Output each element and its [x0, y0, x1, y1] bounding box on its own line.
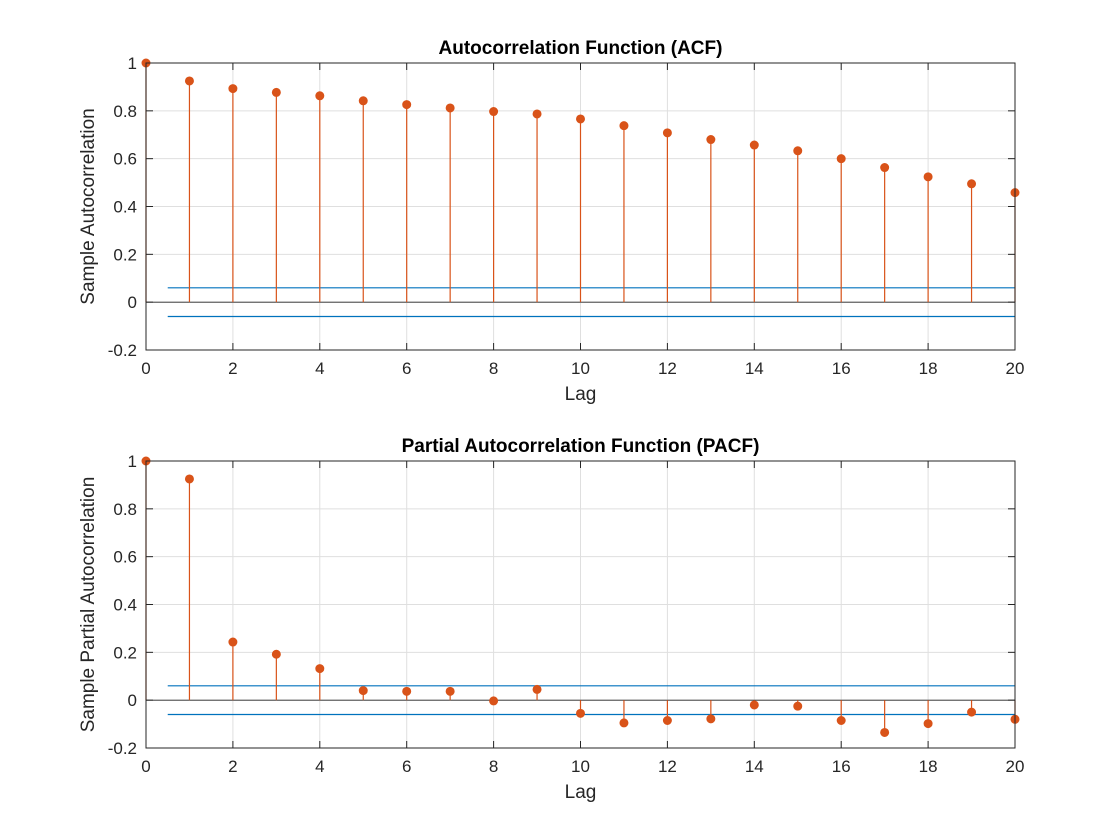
pacf-x-tick-label: 20 [1006, 757, 1025, 776]
pacf-x-tick-label: 0 [141, 757, 150, 776]
pacf-stem-marker [576, 708, 585, 718]
pacf-stem-marker [358, 686, 368, 696]
pacf-stem-marker [445, 686, 455, 696]
pacf-stem-marker [836, 715, 846, 725]
pacf-y-tick-label: 1 [128, 452, 137, 471]
acf-y-tick-label: -0.2 [108, 341, 137, 360]
pacf-y-axis-label: Sample Partial Autocorrelation [78, 477, 99, 733]
acf-x-tick-label: 2 [228, 359, 237, 378]
acf-x-axis-label: Lag [565, 384, 597, 405]
acf-stem-marker [967, 179, 977, 189]
acf-stem-marker [880, 163, 890, 173]
acf-stem-marker [228, 84, 238, 94]
pacf-stem-marker [749, 700, 759, 710]
pacf-y-tick-label: -0.2 [108, 739, 137, 758]
acf-stem-marker [402, 100, 412, 110]
acf-plot: 0 2 4 6 8 10 12 14 16 18 20-0.200.20.40.60.81Autoc… [78, 38, 1024, 405]
acf-stem-marker [749, 140, 759, 150]
acf-x-tick-label: 16 [832, 359, 851, 378]
acf-stem-marker [358, 96, 368, 106]
acf-y-tick-label: 0.4 [113, 198, 137, 217]
pacf-x-tick-label: 6 [402, 757, 411, 776]
acf-x-tick-label: 18 [919, 359, 938, 378]
pacf-y-tick-label: 0.6 [113, 548, 137, 567]
pacf-plot: 0 2 4 6 8 10 12 14 16 18 20-0.200.20.40.60.81Parti… [78, 436, 1024, 803]
pacf-stem-marker [662, 715, 672, 725]
pacf-x-tick-label: 12 [658, 757, 677, 776]
acf-stem-marker [793, 146, 803, 156]
acf-stem-marker [923, 172, 933, 182]
pacf-x-axis-label: Lag [565, 782, 597, 803]
pacf-x-tick-label: 16 [832, 757, 851, 776]
acf-stem-marker [836, 154, 846, 164]
pacf-stem-marker [923, 719, 933, 729]
pacf-stem-marker [228, 637, 238, 647]
acf-x-tick-label: 0 [141, 359, 150, 378]
acf-stem-marker [445, 103, 455, 113]
acf-x-tick-label: 14 [745, 359, 764, 378]
pacf-x-tick-label: 14 [745, 757, 764, 776]
acf-y-tick-label: 0 [128, 293, 137, 312]
pacf-stem-marker [402, 686, 412, 696]
pacf-x-tick-label: 2 [228, 757, 237, 776]
acf-y-tick-label: 0.6 [113, 150, 137, 169]
acf-stem-marker [271, 87, 281, 97]
acf-stem-marker [489, 107, 499, 117]
pacf-y-tick-label: 0 [128, 691, 137, 710]
acf-stem-marker [662, 128, 672, 138]
acf-x-tick-label: 8 [489, 359, 498, 378]
pacf-x-tick-label: 18 [919, 757, 938, 776]
pacf-stem-marker [271, 649, 281, 659]
pacf-stem-marker [184, 474, 194, 484]
acf-x-tick-label: 12 [658, 359, 677, 378]
pacf-y-tick-label: 0.4 [113, 596, 137, 615]
pacf-stem-marker [706, 714, 716, 724]
acf-stem-marker [315, 91, 325, 101]
acf-y-tick-label: 0.8 [113, 102, 137, 121]
acf-x-tick-label: 4 [315, 359, 324, 378]
pacf-x-tick-label: 8 [489, 757, 498, 776]
pacf-title: Partial Autocorrelation Function (PACF) [402, 436, 760, 457]
pacf-stem-marker [880, 727, 890, 737]
pacf-stem-marker [619, 718, 629, 728]
acf-y-tick-label: 1 [128, 54, 137, 73]
acf-stem-marker [576, 114, 585, 124]
acf-stem-marker [706, 135, 716, 145]
acf-y-tick-label: 0.2 [113, 245, 137, 264]
acf-y-axis-label: Sample Autocorrelation [78, 108, 99, 304]
pacf-stem-marker [315, 664, 325, 674]
pacf-y-tick-label: 0.2 [113, 643, 137, 662]
acf-x-tick-label: 10 [571, 359, 590, 378]
acf-x-tick-label: 6 [402, 359, 411, 378]
pacf-y-tick-label: 0.8 [113, 500, 137, 519]
acf-stem-marker [619, 121, 629, 131]
pacf-stem-marker [967, 707, 977, 717]
acf-stem-marker [184, 76, 194, 86]
pacf-stem-marker [532, 684, 542, 694]
pacf-stem-marker [793, 701, 803, 711]
acf-stem-marker [532, 109, 542, 119]
pacf-x-tick-label: 10 [571, 757, 590, 776]
pacf-x-tick-label: 4 [315, 757, 324, 776]
acf-title: Autocorrelation Function (ACF) [439, 38, 723, 59]
pacf-stem-marker [489, 696, 499, 706]
acf-x-tick-label: 20 [1006, 359, 1025, 378]
